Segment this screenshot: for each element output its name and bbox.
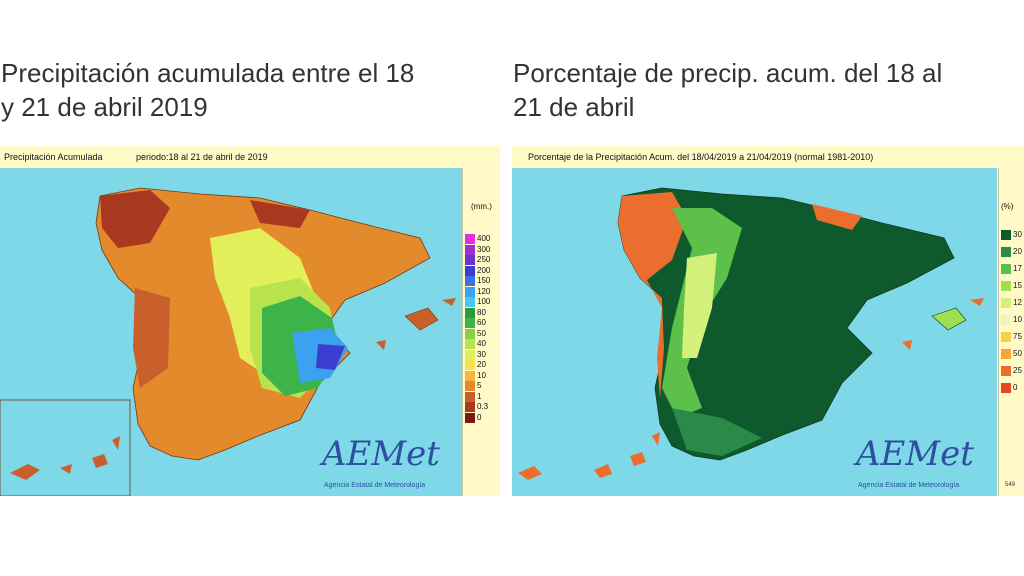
agency-label-left: Agencia Estatal de Meteorología [324, 482, 426, 489]
right-heading: Porcentaje de precip. acum. del 18 al 21… [513, 58, 943, 122]
right-legend: (%) 30 20 17 15 12 10 75 50 25 0 549 [998, 168, 1024, 496]
right-legend-label: 15 [1013, 281, 1022, 290]
left-legend-unit: (mm.) [471, 202, 492, 211]
right-legend-swatch [1001, 349, 1011, 359]
aemet-logo-right: AEMet [856, 434, 974, 474]
left-legend: (mm.) 400 300 250 200 150 120 100 80 60 50 40 30 20 1… [462, 168, 500, 496]
left-legend-label: 250 [477, 255, 491, 264]
left-legend-label: 50 [477, 328, 486, 338]
aemet-logo-left: AEMet [322, 434, 440, 474]
left-legend-label: 200 [477, 265, 491, 275]
west-orange-zone [618, 192, 687, 398]
left-legend-swatch [465, 307, 475, 318]
agency-label-right: Agencia Estatal de Meteorología [858, 482, 960, 489]
right-legend-label: 12 [1013, 298, 1022, 307]
south-green-zone [672, 408, 762, 456]
right-legend-label: 0 [1013, 383, 1018, 392]
right-legend-label: 20 [1013, 247, 1022, 256]
right-legend-label: 10 [1013, 315, 1022, 324]
right-legend-label: 30 [1013, 230, 1022, 239]
left-legend-label: 60 [477, 318, 486, 327]
left-legend-swatch [465, 339, 475, 349]
southwest-zone [133, 288, 170, 388]
left-legend-label: 30 [477, 349, 486, 359]
right-legend-label: 50 [1013, 349, 1022, 358]
left-legend-swatch [465, 328, 475, 339]
northwest-zone [100, 190, 170, 248]
left-legend-label: 10 [477, 370, 486, 380]
ibiza [376, 340, 386, 350]
right-legend-swatch [1001, 281, 1011, 291]
left-legend-label: 120 [477, 286, 491, 296]
left-legend-swatch [465, 318, 475, 328]
left-legend-label: 20 [477, 360, 486, 369]
left-legend-swatch [465, 276, 475, 286]
mallorca [404, 307, 439, 331]
precipitation-map [0, 168, 462, 496]
north-orange-coast [812, 204, 862, 230]
left-legend-swatch [465, 349, 475, 360]
right-legend-swatch [1001, 264, 1011, 274]
right-panel-note: 549 [1005, 482, 1016, 488]
left-legend-swatch [465, 265, 475, 276]
right-legend-swatch [1001, 332, 1011, 342]
valencia-purple-zone [316, 344, 345, 370]
right-legend-swatch [1001, 298, 1011, 308]
accumulated-precipitation-panel: Precipitación Acumulada periodo:18 al 21… [0, 146, 500, 496]
left-legend-label: 40 [477, 339, 486, 348]
left-legend-swatch [465, 391, 475, 402]
right-legend-label: 75 [1013, 332, 1022, 341]
left-legend-label: 0.3 [477, 402, 489, 411]
left-heading: Precipitación acumulada entre el 18 y 21… [1, 58, 415, 122]
left-legend-swatch [465, 381, 475, 391]
mallorca-right [931, 307, 967, 331]
left-legend-swatch [465, 286, 475, 297]
canary-islands [10, 436, 120, 480]
left-legend-label: 80 [477, 307, 486, 317]
precipitation-percentage-panel: Porcentaje de la Precipitación Acum. del… [512, 146, 1024, 496]
right-legend-swatch [1001, 247, 1011, 257]
left-legend-label: 5 [477, 381, 482, 390]
right-legend-label: 25 [1013, 366, 1022, 375]
right-legend-swatch [1001, 383, 1011, 393]
north-coast-zone [250, 200, 310, 228]
left-legend-label: 100 [477, 297, 491, 306]
left-legend-swatch [465, 370, 475, 381]
right-panel-title: Porcentaje de la Precipitación Acum. del… [528, 152, 874, 162]
left-legend-label: 0 [477, 412, 482, 422]
right-legend-unit: (%) [1001, 202, 1014, 211]
left-legend-swatch [465, 244, 475, 255]
right-legend-label: 17 [1013, 264, 1022, 273]
left-panel-period: periodo:18 al 21 de abril de 2019 [136, 152, 268, 162]
ibiza-right [902, 340, 912, 350]
canary-inset-frame [0, 399, 131, 496]
left-legend-label: 1 [477, 391, 482, 401]
left-legend-swatch [465, 360, 475, 370]
left-legend-label: 150 [477, 276, 491, 285]
percentage-map [512, 168, 997, 496]
left-legend-swatch [465, 255, 475, 265]
right-legend-swatch [1001, 315, 1011, 325]
left-legend-swatch [465, 402, 475, 412]
menorca-right [970, 298, 984, 306]
left-legend-swatch [465, 297, 475, 307]
right-legend-swatch [1001, 230, 1011, 240]
left-legend-label: 300 [477, 244, 491, 254]
left-legend-swatch [465, 412, 475, 423]
left-panel-title: Precipitación Acumulada [4, 152, 103, 162]
canary-islands-right [518, 432, 660, 480]
menorca [442, 298, 456, 306]
left-legend-label: 400 [477, 234, 491, 243]
left-legend-swatch [465, 234, 475, 244]
west-light-green-band [682, 253, 717, 358]
right-legend-swatch [1001, 366, 1011, 376]
